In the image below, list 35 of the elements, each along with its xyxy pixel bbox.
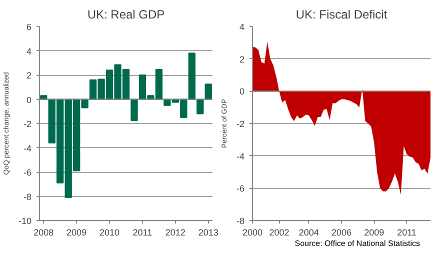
x-tick-label: 2009 [364,228,384,238]
x-tick-label: 2011 [132,228,152,238]
y-tick-label: 0 [26,94,32,105]
x-tick-label: 2011 [397,228,416,238]
y-tick-label: 2 [239,54,245,64]
y-tick-label: -2 [236,119,245,129]
y-tick-label: -2 [24,119,32,129]
x-tick-label: 2002 [269,228,290,238]
bar [188,52,196,100]
y-tick-label: -4 [236,151,245,162]
x-tick-label: 2009 [66,228,87,238]
source-note: Source: Office of National Statistics [294,238,420,250]
x-tick-label: 2013 [198,228,218,238]
x-tick-label: 2008 [34,228,54,238]
y-tick-label: -8 [236,216,245,226]
bar [204,84,212,100]
x-tick-label: 2012 [165,228,186,238]
y-tick-label: -6 [24,168,32,178]
chart-title: UK: Real GDP [87,8,165,22]
bar [196,98,204,114]
y-tick-label: -8 [24,192,32,202]
y-tick-label: 6 [26,22,32,32]
y-tick-label: 0 [239,86,245,97]
bar [130,98,138,121]
x-tick-label: 2006 [331,228,352,238]
chart-title: UK: Fiscal Deficit [296,8,388,22]
y-tick-label: -4 [24,143,32,154]
y-tick-label: 4 [26,46,32,56]
y-tick-label: -6 [236,184,245,194]
x-tick-label: 2004 [298,228,319,238]
y-tick-label: 4 [239,22,245,32]
x-tick-label: 2000 [242,228,263,238]
y-tick-label: 2 [26,70,32,80]
y-tick-label: -10 [18,216,32,226]
x-tick-label: 2010 [100,228,120,238]
